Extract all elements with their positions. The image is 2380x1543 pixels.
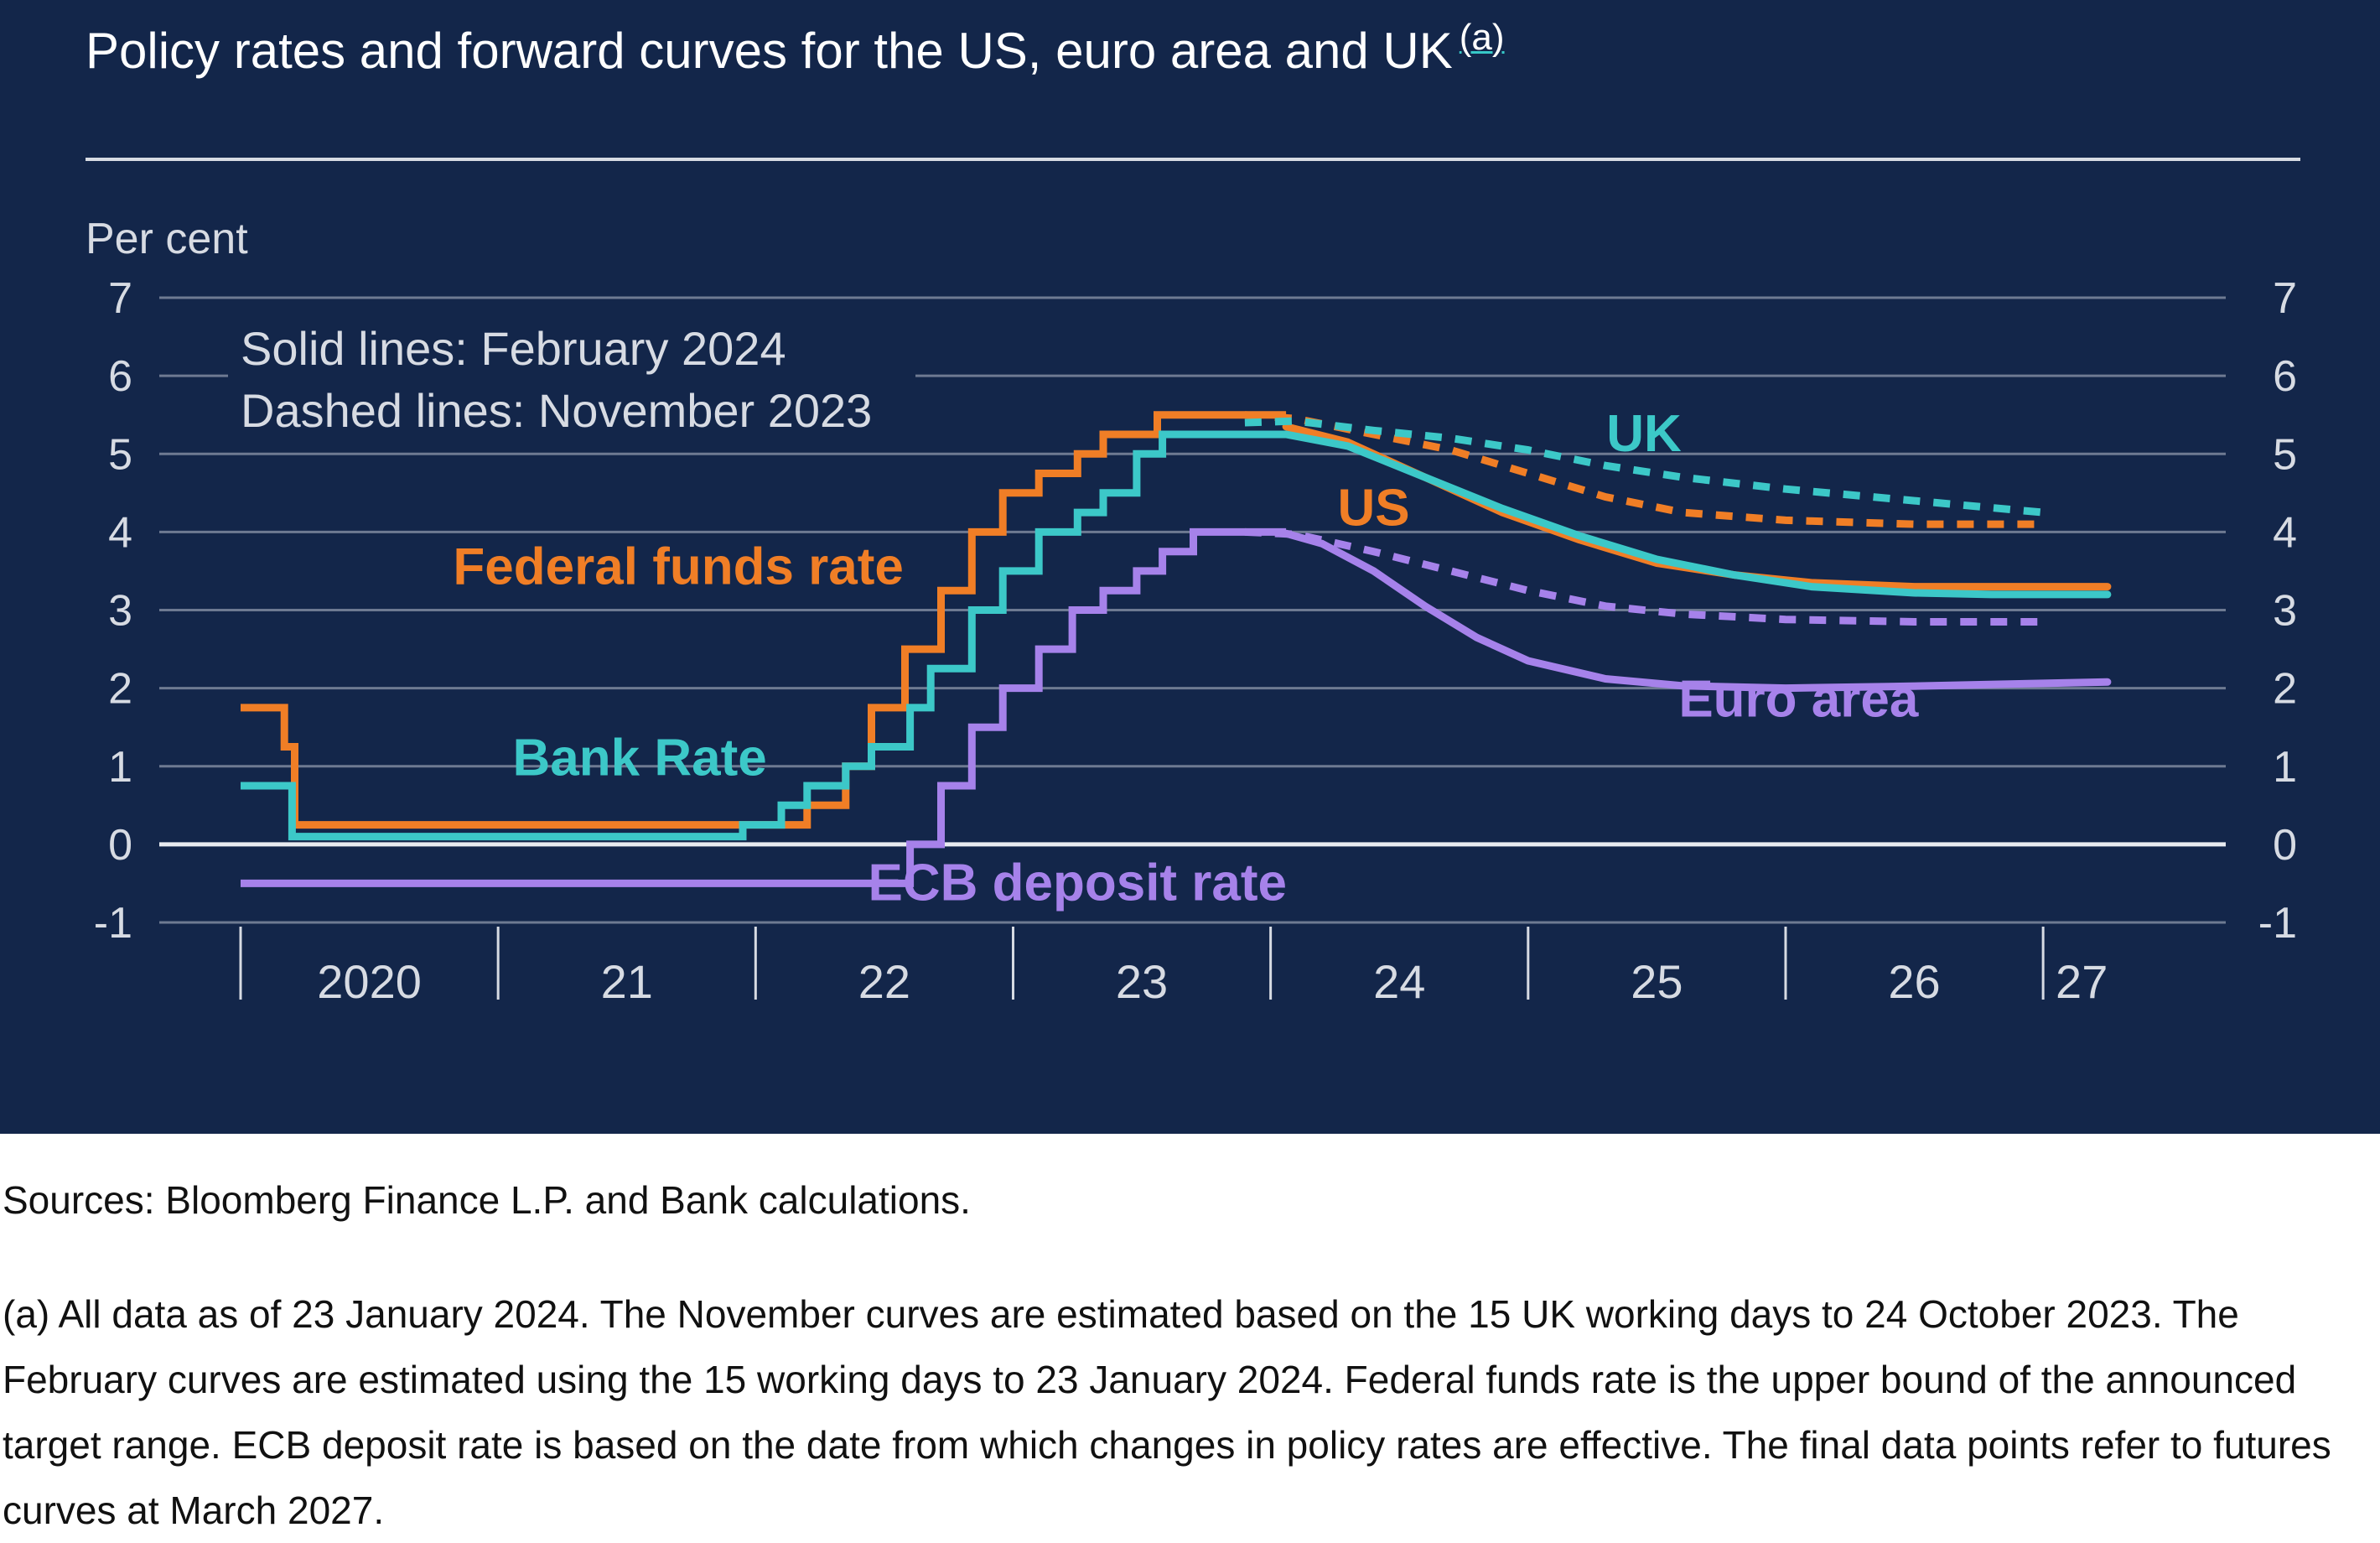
chart-title: Policy rates and forward curves for the … — [86, 17, 1505, 80]
y-tick-label-left: 6 — [108, 352, 132, 401]
bank-rate-label: Bank Rate — [512, 729, 766, 787]
euro-area-label: Euro area — [1678, 671, 1919, 729]
sources-note: Sources: Bloomberg Finance L.P. and Bank… — [3, 1178, 971, 1222]
y-tick-label-right: 2 — [2273, 665, 2297, 714]
x-tick-label: 23 — [1116, 955, 1168, 1008]
ecb-deposit-rate-label: ECB deposit rate — [869, 854, 1288, 912]
y-tick-label-left: -1 — [94, 899, 132, 948]
y-tick-label-left: 5 — [108, 430, 132, 479]
series-line-euro-history — [241, 527, 1287, 887]
x-tick-label: 24 — [1373, 955, 1425, 1008]
y-tick-label-left: 1 — [108, 743, 132, 792]
x-tick-label: 25 — [1631, 955, 1683, 1008]
x-tick-label: 2020 — [317, 955, 422, 1008]
y-tick-label-right: 3 — [2273, 587, 2297, 636]
y-tick-label-left: 7 — [108, 274, 132, 323]
series-line-uk-feb — [1282, 430, 2112, 599]
x-tick-label: 27 — [2056, 955, 2108, 1008]
y-tick-label-right: 0 — [2273, 821, 2297, 870]
series-line-uk-history — [241, 430, 1287, 841]
x-tick-label: 26 — [1888, 955, 1940, 1008]
series-line-us-history — [241, 411, 1287, 829]
chart-title-text: Policy rates and forward curves for the … — [86, 23, 1453, 79]
series-line-uk-nov — [1244, 417, 2044, 517]
y-axis-label: Per cent — [86, 215, 248, 263]
y-tick-label-left: 3 — [108, 587, 132, 636]
y-tick-label-left: 0 — [108, 821, 132, 870]
federal-funds-rate-label: Federal funds rate — [453, 538, 903, 595]
uk-label: UK — [1606, 405, 1682, 463]
x-tick-label: 21 — [601, 955, 653, 1008]
title-divider — [86, 158, 2300, 161]
series-line-euro-nov — [1244, 527, 2044, 626]
y-tick-label-left: 4 — [108, 508, 132, 557]
y-tick-label-right: 6 — [2273, 352, 2297, 401]
legend-note-background — [228, 317, 915, 451]
title-footnote-marker[interactable]: (a) — [1459, 17, 1505, 58]
us-label: US — [1337, 479, 1409, 537]
y-tick-label-right: 5 — [2273, 430, 2297, 479]
y-tick-label-right: 4 — [2273, 508, 2297, 557]
y-tick-label-right: 7 — [2273, 274, 2297, 323]
legend-note-line: Dashed lines: November 2023 — [241, 384, 872, 437]
y-tick-label-right: -1 — [2258, 899, 2297, 948]
y-tick-label-right: 1 — [2273, 743, 2297, 792]
legend-note-line: Solid lines: February 2024 — [241, 322, 786, 375]
x-tick-label: 22 — [858, 955, 910, 1008]
footnote-text: (a) All data as of 23 January 2024. The … — [3, 1292, 2331, 1532]
y-tick-label-left: 2 — [108, 665, 132, 714]
chart-panel: Policy rates and forward curves for the … — [0, 0, 2380, 1134]
series-line-euro-feb — [1282, 529, 2112, 693]
